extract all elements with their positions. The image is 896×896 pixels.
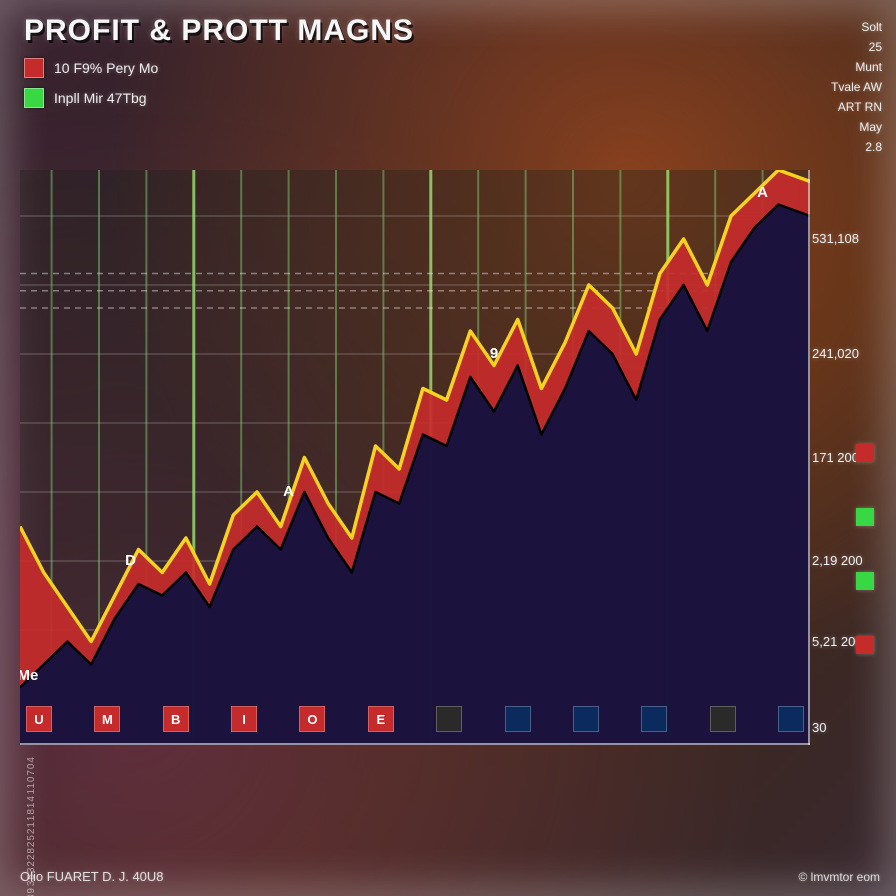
x-tick-box bbox=[505, 706, 531, 732]
y-tick-label: 241,020 bbox=[812, 346, 882, 361]
legend-item-2: Inpll Mir 47Tbg bbox=[24, 88, 158, 108]
y-tick-label: 531,108 bbox=[812, 231, 882, 246]
tr-0: Solt bbox=[861, 20, 882, 34]
legend: 10 F9% Pery Mo Inpll Mir 47Tbg bbox=[24, 58, 158, 108]
side-icon-4 bbox=[856, 636, 874, 654]
x-tick-box: M bbox=[94, 706, 120, 732]
x-tick-numbers: 04071114182125283235394246495356 bbox=[20, 756, 810, 826]
side-icons bbox=[856, 440, 874, 654]
chart-title: PROFIT & PROTT MAGNS bbox=[24, 14, 414, 48]
footer-right: © lmvmtor eom bbox=[798, 870, 880, 884]
svg-text:9: 9 bbox=[490, 345, 498, 362]
x-tick-number: 07 bbox=[26, 769, 804, 782]
legend-label-1: 10 F9% Pery Mo bbox=[54, 60, 158, 76]
tr-4: ART RN bbox=[838, 100, 882, 114]
x-tick-number: 39 bbox=[26, 887, 804, 896]
side-icon-3 bbox=[856, 572, 874, 590]
x-tick-number: 04 bbox=[26, 756, 804, 769]
legend-swatch-1 bbox=[24, 58, 44, 78]
x-tick-box: B bbox=[163, 706, 189, 732]
x-tick-box: E bbox=[368, 706, 394, 732]
legend-label-2: Inpll Mir 47Tbg bbox=[54, 90, 147, 106]
svg-text:A: A bbox=[283, 483, 294, 500]
x-tick-boxes: UMBIOE bbox=[20, 706, 810, 736]
legend-item-1: 10 F9% Pery Mo bbox=[24, 58, 158, 78]
footer-left: Olio FUARET D. J. 40U8 bbox=[20, 869, 164, 884]
x-tick-number: 11 bbox=[26, 782, 804, 794]
svg-text:A: A bbox=[757, 184, 768, 201]
chart-plot: Me D A 9 A bbox=[20, 170, 810, 745]
side-icon-2 bbox=[856, 508, 874, 526]
x-tick-box bbox=[641, 706, 667, 732]
x-tick-box: I bbox=[231, 706, 257, 732]
tr-6: 2.8 bbox=[865, 140, 882, 154]
tr-5: May bbox=[859, 120, 882, 134]
legend-swatch-2 bbox=[24, 88, 44, 108]
top-right-labels: Solt 25 Munt Tvale AW ART RN May 2.8 bbox=[792, 20, 882, 154]
svg-text:Me: Me bbox=[20, 667, 38, 684]
chart-svg: Me D A 9 A bbox=[20, 170, 810, 745]
x-tick-box bbox=[573, 706, 599, 732]
x-tick-box bbox=[436, 706, 462, 732]
x-tick-box bbox=[778, 706, 804, 732]
x-tick-number: 21 bbox=[26, 821, 804, 834]
x-tick-number: 18 bbox=[26, 808, 804, 821]
x-tick-number: 14 bbox=[26, 795, 804, 808]
tr-3: Tvale AW bbox=[831, 80, 882, 94]
x-tick-box bbox=[710, 706, 736, 732]
x-tick-box: O bbox=[299, 706, 325, 732]
x-tick-number: 25 bbox=[26, 834, 804, 847]
x-tick-box: U bbox=[26, 706, 52, 732]
y-tick-label: 30 bbox=[812, 720, 882, 735]
side-icon-1 bbox=[856, 444, 874, 462]
x-tick-number: 28 bbox=[26, 847, 804, 860]
tr-1: 25 bbox=[869, 40, 882, 54]
tr-2: Munt bbox=[855, 60, 882, 74]
svg-text:D: D bbox=[125, 552, 136, 569]
